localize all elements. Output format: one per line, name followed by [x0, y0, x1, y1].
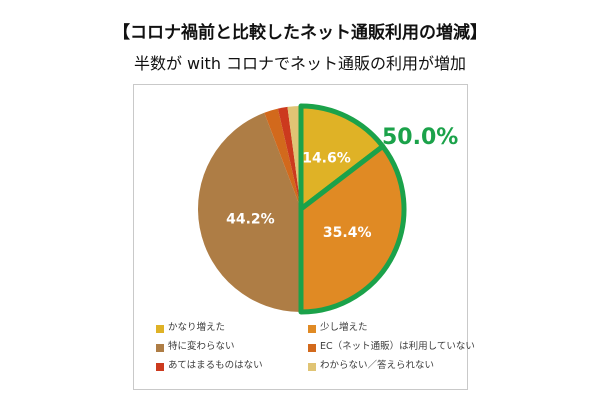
- pie-slice-2: [298, 143, 407, 315]
- pie-slice-1: [298, 103, 386, 212]
- legend-label: EC（ネット通販）は利用していない: [320, 341, 475, 353]
- legend-label: 少し増えた: [320, 322, 368, 334]
- slice-value-label: 14.6%: [302, 150, 351, 166]
- slice-value-label: 44.2%: [226, 211, 275, 227]
- legend-swatch-icon: [156, 362, 164, 371]
- pie-slice-4: [264, 108, 301, 209]
- pie-chart: 14.6% 35.4% 44.2%: [197, 103, 407, 315]
- legend-item-3: 特に変わらない: [156, 341, 304, 353]
- legend-label: かなり増えた: [168, 322, 226, 334]
- legend-item-1: かなり増えた: [156, 322, 304, 334]
- slice-value-label: 35.4%: [323, 225, 372, 241]
- pie-slice-3: [197, 112, 301, 312]
- highlight-total-label: 50.0%: [382, 125, 459, 150]
- legend-swatch-icon: [308, 362, 316, 371]
- legend-item-4: EC（ネット通販）は利用していない: [308, 341, 475, 353]
- legend-swatch-icon: [156, 343, 164, 352]
- legend: かなり増えた 少し増えた特に変わらない EC（ネット通販）は利用していないあてはまる…: [156, 322, 475, 372]
- pie-slice-5: [277, 106, 301, 209]
- chart-area: 14.6% 35.4% 44.2% 50.0% かなり増えた 少し増えた特に変わらない…: [133, 84, 475, 390]
- legend-item-6: わからない／答えられない: [308, 360, 475, 372]
- legend-item-2: 少し増えた: [308, 322, 475, 334]
- legend-swatch-icon: [156, 324, 164, 333]
- pie-slice-6: [287, 106, 301, 209]
- legend-label: 特に変わらない: [168, 341, 235, 353]
- legend-label: わからない／答えられない: [320, 360, 435, 372]
- legend-label: あてはまるものはない: [168, 360, 263, 372]
- legend-swatch-icon: [308, 324, 316, 333]
- legend-item-5: あてはまるものはない: [156, 360, 304, 372]
- chart-subtitle: 半数が with コロナでネット通販の利用が増加: [133, 54, 467, 73]
- chart-title: 【コロナ禍前と比較したネット通販利用の増減】: [113, 23, 487, 43]
- legend-swatch-icon: [308, 343, 316, 352]
